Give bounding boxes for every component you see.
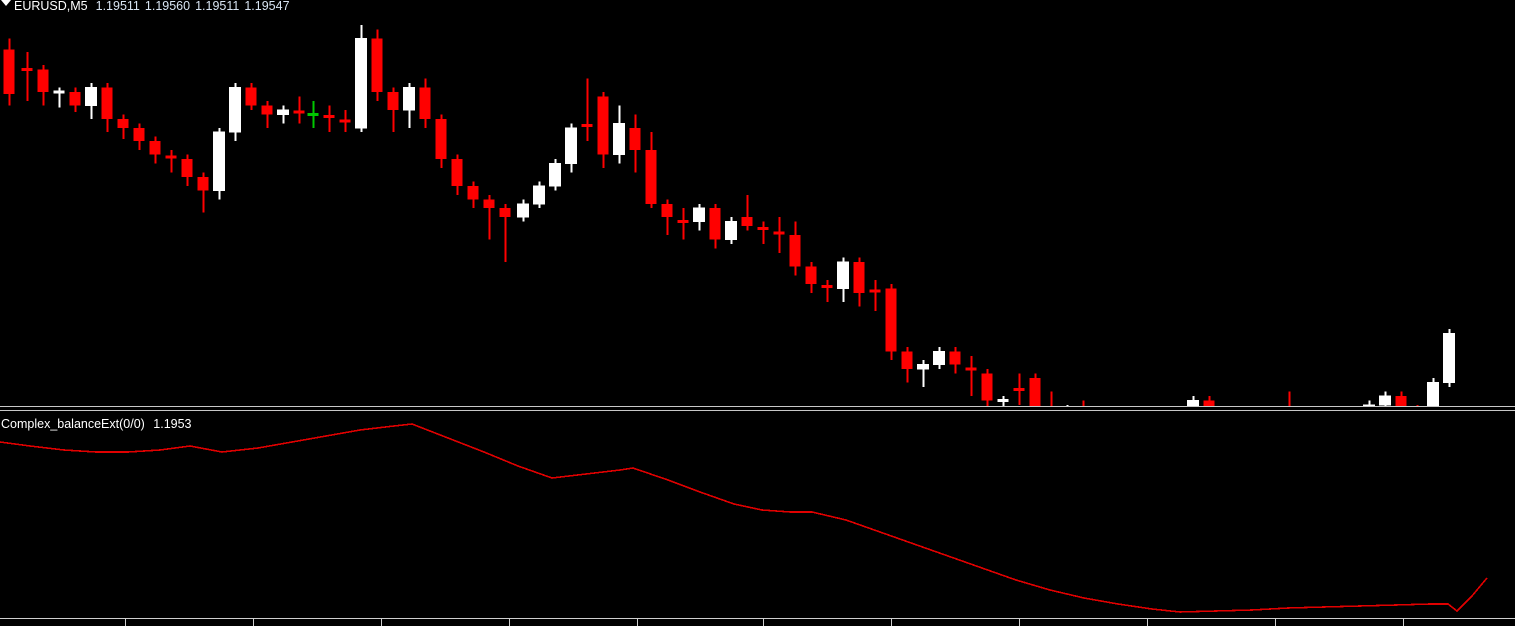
time-axis-tick bbox=[637, 619, 638, 626]
price-chart-pane[interactable]: EURUSD,M5 1.19511 1.19560 1.19511 1.1954… bbox=[0, 0, 1515, 406]
separator-line-lower bbox=[0, 410, 1515, 411]
time-axis-tick bbox=[1147, 619, 1148, 626]
time-axis-tick bbox=[1275, 619, 1276, 626]
time-axis bbox=[0, 618, 1515, 626]
balance-line-series bbox=[0, 423, 1488, 613]
candlestick-series bbox=[3, 24, 1455, 406]
time-axis-tick bbox=[763, 619, 764, 626]
time-axis-line bbox=[0, 618, 1515, 619]
separator-line-upper bbox=[0, 406, 1515, 407]
time-axis-tick bbox=[1019, 619, 1020, 626]
pane-separator[interactable] bbox=[0, 406, 1515, 412]
time-axis-tick bbox=[509, 619, 510, 626]
time-axis-tick bbox=[1403, 619, 1404, 626]
indicator-subwindow[interactable]: Complex_balanceExt(0/0) 1.1953 bbox=[0, 412, 1515, 626]
time-axis-tick bbox=[381, 619, 382, 626]
time-axis-tick bbox=[253, 619, 254, 626]
time-axis-tick bbox=[891, 619, 892, 626]
time-axis-tick bbox=[125, 619, 126, 626]
